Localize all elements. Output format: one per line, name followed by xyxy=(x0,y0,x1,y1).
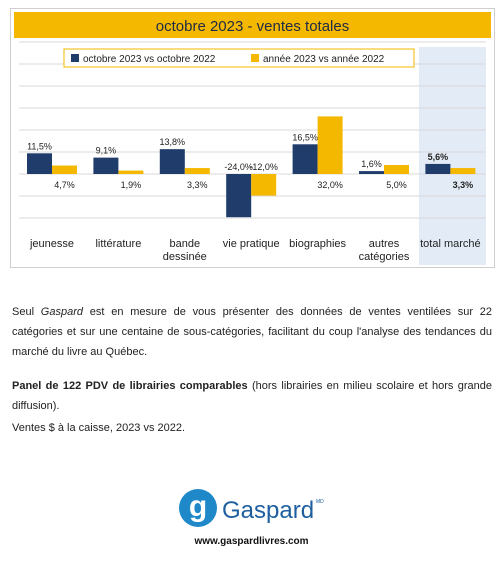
data-label: -12,0% xyxy=(249,162,278,172)
data-label: 5,0% xyxy=(386,180,407,190)
bar-2 xyxy=(317,116,343,174)
chart-title-bar xyxy=(14,12,491,38)
category-label: littérature xyxy=(95,238,141,250)
bar-2 xyxy=(450,168,476,174)
gaspard-logo: g Gaspard MD xyxy=(179,489,324,527)
data-label: -24,0% xyxy=(224,162,253,172)
data-label: 4,7% xyxy=(54,180,75,190)
data-label: 11,5% xyxy=(27,141,52,151)
intro-text-end: est en mesure de vous présenter des donn… xyxy=(12,306,493,358)
intro-brand: Gaspard xyxy=(40,306,83,318)
bar-2 xyxy=(251,174,277,196)
bar-1 xyxy=(27,153,52,174)
data-label: 16,5% xyxy=(292,132,318,142)
website-link[interactable]: www.gaspardlivres.com xyxy=(194,536,309,547)
bar-2 xyxy=(384,165,409,174)
panel-text: (hors librairies en milieu scolaire et h… xyxy=(12,380,492,412)
bar-1 xyxy=(93,157,119,174)
chart-frame: octobre 2023 - ventes totales octobre 202… xyxy=(10,8,495,268)
category-label: jeunesse xyxy=(29,238,74,250)
bar-1 xyxy=(425,163,451,174)
data-label: 1,9% xyxy=(121,180,142,190)
category-label: catégories xyxy=(359,251,410,263)
data-label: 32,0% xyxy=(317,180,343,190)
chart-title: octobre 2023 - ventes totales xyxy=(156,18,349,35)
sales-chart: octobre 2023 - ventes totales octobre 202… xyxy=(14,12,491,265)
sales-note: Ventes $ à la caisse, 2023 vs 2022. xyxy=(12,422,186,434)
intro-text-start: Seul xyxy=(12,306,41,318)
logo-letter: g xyxy=(189,490,207,523)
bar-2 xyxy=(52,165,77,174)
data-label: 1,6% xyxy=(361,159,382,169)
logo-trademark: MD xyxy=(316,499,324,505)
panel-title: Panel de 122 PDV de librairies comparabl… xyxy=(12,380,248,392)
bar-1 xyxy=(359,171,384,174)
bar-2 xyxy=(118,170,144,174)
bar-1 xyxy=(292,144,318,174)
legend-label-2: année 2023 vs année 2022 xyxy=(263,54,385,65)
category-label: biographies xyxy=(289,238,346,250)
bar-1 xyxy=(226,174,252,218)
legend-swatch-1 xyxy=(71,54,79,62)
category-label: vie pratique xyxy=(223,238,280,250)
data-label: 5,6% xyxy=(428,152,449,162)
category-label: dessinée xyxy=(163,251,207,263)
category-label: autres xyxy=(369,238,400,250)
data-label: 3,3% xyxy=(453,180,474,190)
panel-paragraph: Panel de 122 PDV de librairies comparabl… xyxy=(12,376,492,416)
data-label: 3,3% xyxy=(187,180,208,190)
bar-1 xyxy=(159,149,185,174)
data-label: 9,1% xyxy=(96,146,117,156)
legend-swatch-2 xyxy=(251,54,259,62)
data-label: 13,8% xyxy=(160,137,186,147)
legend-box xyxy=(63,48,415,68)
total-market-highlight xyxy=(419,47,486,265)
logo-circle xyxy=(179,489,217,527)
category-label: bande xyxy=(170,238,201,250)
category-label: total marché xyxy=(420,238,481,250)
bar-2 xyxy=(184,168,210,174)
logo-name: Gaspard xyxy=(222,497,314,524)
intro-paragraph: Seul Gaspard est en mesure de vous prése… xyxy=(12,302,492,362)
legend-label-1: octobre 2023 vs octobre 2022 xyxy=(83,54,216,65)
